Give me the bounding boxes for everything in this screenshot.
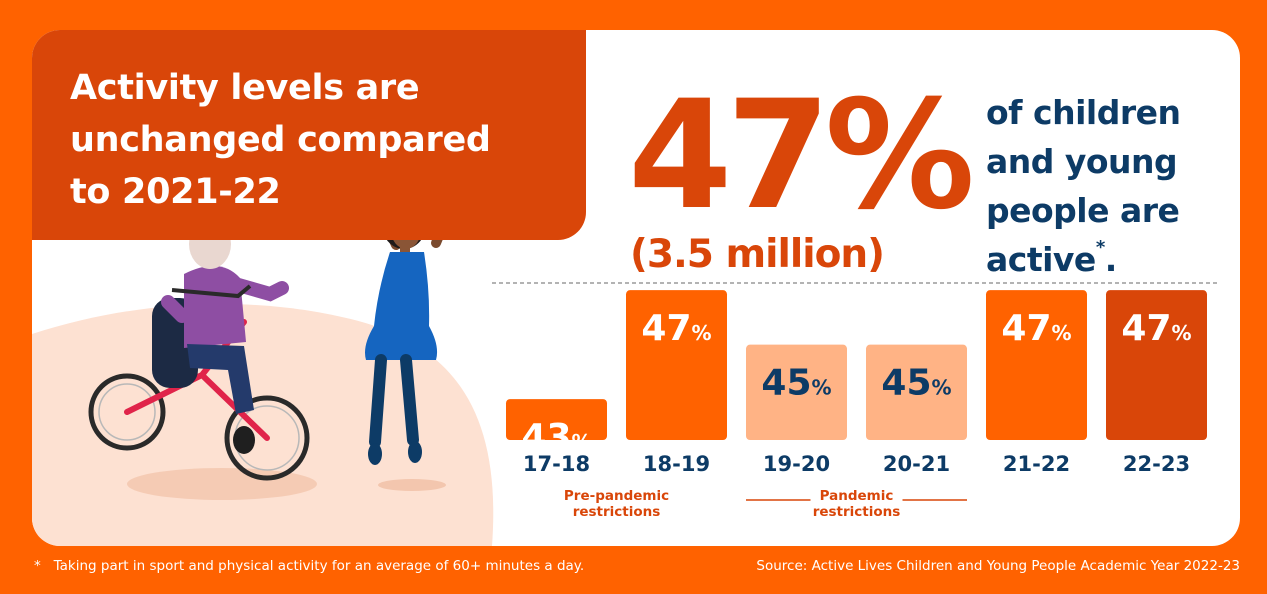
stat-description-line: active*. [986, 235, 1240, 284]
period-annotation: Pre-pandemic restrictions [564, 488, 669, 520]
category-label-20-21: 20-21 [883, 452, 950, 476]
stat-description-line: people are [986, 191, 1180, 230]
stat-description-line: of children [986, 93, 1181, 132]
stat-description-word: active [986, 240, 1096, 279]
bar-19-20 [746, 344, 847, 440]
category-label-21-22: 21-22 [1003, 452, 1070, 476]
value-label-19-20: 45% [761, 363, 831, 404]
bar-21-22 [986, 290, 1087, 440]
footnote-definition-text: Taking part in sport and physical activi… [53, 558, 585, 574]
bar-chart: 43% 47% 45% 45% 47% 47% 17-18 18-19 19-20 20-21 2… [492, 282, 1217, 520]
value-label-22-23: 47% [1121, 308, 1191, 349]
big-stat-value: 47% [628, 69, 975, 243]
bar-22-23 [1106, 290, 1207, 440]
stat-description-line: and young [986, 142, 1178, 181]
category-label-17-18: 17-18 [523, 452, 590, 476]
bars-group [506, 290, 1207, 440]
category-label-19-20: 19-20 [763, 452, 830, 476]
value-label-21-22: 47% [1001, 308, 1071, 349]
period-annotation: Pandemic restrictions [813, 488, 901, 520]
big-stat-subtext: (3.5 million) [630, 232, 885, 277]
category-labels-group: 17-18 18-19 19-20 20-21 21-22 22-23 [523, 452, 1190, 476]
bar-17-18 [506, 399, 607, 440]
category-label-18-19: 18-19 [643, 452, 710, 476]
stat-description-period: . [1104, 240, 1118, 279]
footnote-marker: * [34, 558, 41, 574]
infographic-card: Activity levels are unchanged compared t… [32, 30, 1240, 546]
value-label-20-21: 45% [881, 363, 951, 404]
footnote-marker: * [1095, 237, 1105, 258]
bar-18-19 [626, 290, 727, 440]
value-label-17-18: 43% [521, 417, 591, 458]
bar-20-21 [866, 344, 967, 440]
footnote-definition: * Taking part in sport and physical acti… [34, 558, 584, 574]
headline-line: to 2021-22 [70, 172, 281, 212]
headline-line: Activity levels are [70, 68, 420, 108]
source-note: Source: Active Lives Children and Young … [756, 558, 1240, 574]
period-annotations-group: Pre-pandemic restrictions Pandemic restrict… [564, 488, 967, 520]
category-label-22-23: 22-23 [1123, 452, 1190, 476]
headline-box: Activity levels are unchanged compared t… [32, 30, 586, 240]
headline-line: unchanged compared [70, 120, 491, 160]
value-labels-group: 43% 47% 45% 45% 47% 47% [521, 308, 1191, 458]
stat-description: of children and young people are active*… [986, 88, 1240, 284]
headline: Activity levels are unchanged compared t… [70, 62, 570, 218]
value-label-18-19: 47% [641, 308, 711, 349]
